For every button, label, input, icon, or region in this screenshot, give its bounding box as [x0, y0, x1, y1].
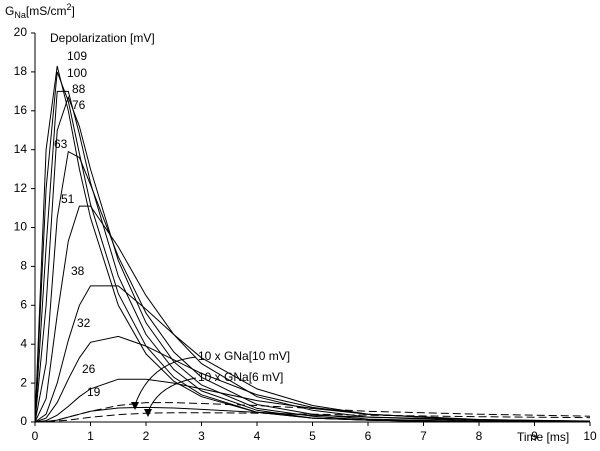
arrowhead: [131, 402, 139, 410]
x-tick-label: 7: [420, 429, 427, 443]
x-tick-label: 6: [365, 429, 372, 443]
x-tick-label: 2: [143, 429, 150, 443]
x-axis-label: Time [ms]: [517, 430, 569, 444]
series-line: [34, 65, 590, 423]
x-tick-label: 9: [531, 429, 538, 443]
arrow: [134, 356, 197, 406]
y-axis-label: GNa[mS/cm2]: [5, 2, 75, 20]
series-line: [34, 95, 590, 423]
series-label: 76: [72, 98, 86, 112]
y-tick-label: 6: [20, 297, 27, 311]
series-label: 10 x GNa[6 mV]: [198, 370, 283, 384]
y-tick-label: 20: [14, 25, 28, 39]
y-tick-label: 14: [14, 142, 28, 156]
series-label: 63: [54, 137, 68, 151]
series-label: 32: [77, 316, 91, 330]
x-tick-label: 10: [583, 429, 597, 443]
series-label: 51: [61, 192, 75, 206]
series-line: [34, 205, 591, 423]
y-tick-label: 18: [14, 64, 28, 78]
y-tick-label: 10: [14, 220, 28, 234]
series-label: 38: [71, 264, 85, 278]
y-tick-label: 16: [14, 103, 28, 117]
series-line: [34, 90, 590, 423]
series-line: [34, 285, 591, 423]
y-tick-label: 2: [20, 375, 27, 389]
y-tick-label: 4: [20, 336, 27, 350]
x-tick-label: 1: [87, 429, 94, 443]
x-tick-label: 3: [198, 429, 205, 443]
series-label: 19: [87, 385, 101, 399]
y-tick-label: 0: [20, 414, 27, 428]
series-line: [34, 150, 591, 423]
series-label: 10 x GNa[10 mV]: [198, 349, 290, 363]
series-label: 109: [67, 49, 87, 63]
series-label: 26: [82, 362, 96, 376]
y-tick-label: 8: [20, 259, 27, 273]
series-line: [34, 412, 591, 423]
series-line: [34, 378, 591, 423]
y-tick-label: 12: [14, 181, 28, 195]
x-tick-label: 5: [309, 429, 316, 443]
x-tick-label: 8: [476, 429, 483, 443]
annotation: Depolarization [mV]: [50, 31, 155, 45]
x-tick-label: 4: [254, 429, 261, 443]
series-label: 88: [72, 82, 86, 96]
series-label: 100: [67, 66, 87, 80]
series-line: [34, 402, 591, 423]
x-tick-label: 0: [32, 429, 39, 443]
